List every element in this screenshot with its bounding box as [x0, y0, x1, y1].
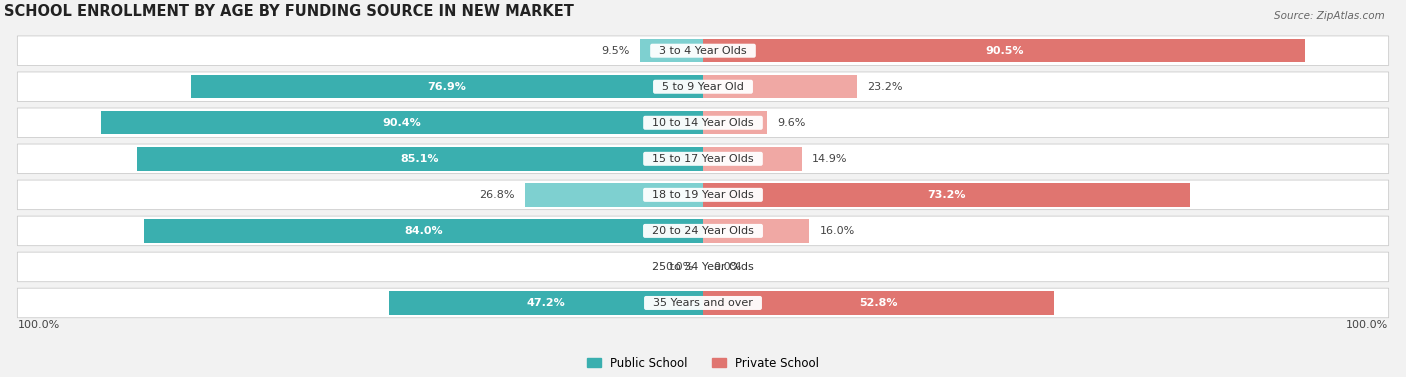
Bar — [703, 219, 810, 243]
Text: 23.2%: 23.2% — [868, 82, 903, 92]
Bar — [703, 75, 858, 98]
Text: 35 Years and over: 35 Years and over — [647, 298, 759, 308]
Text: 90.4%: 90.4% — [382, 118, 422, 128]
Legend: Public School, Private School: Public School, Private School — [582, 352, 824, 374]
FancyBboxPatch shape — [17, 36, 1389, 66]
Text: 0.0%: 0.0% — [713, 262, 741, 272]
FancyBboxPatch shape — [17, 252, 1389, 282]
Bar — [389, 291, 703, 315]
Text: 0.0%: 0.0% — [665, 262, 693, 272]
Text: 20 to 24 Year Olds: 20 to 24 Year Olds — [645, 226, 761, 236]
Text: 76.9%: 76.9% — [427, 82, 467, 92]
Text: 84.0%: 84.0% — [404, 226, 443, 236]
Text: 52.8%: 52.8% — [859, 298, 898, 308]
Text: 14.9%: 14.9% — [813, 154, 848, 164]
Text: 90.5%: 90.5% — [986, 46, 1024, 56]
Text: 47.2%: 47.2% — [527, 298, 565, 308]
Bar — [703, 291, 1054, 315]
Bar — [703, 183, 1191, 207]
Bar — [640, 39, 703, 63]
FancyBboxPatch shape — [17, 288, 1389, 318]
Text: 100.0%: 100.0% — [17, 320, 59, 330]
Bar — [524, 183, 703, 207]
FancyBboxPatch shape — [17, 108, 1389, 138]
Bar — [143, 219, 703, 243]
FancyBboxPatch shape — [17, 144, 1389, 173]
Text: 26.8%: 26.8% — [479, 190, 515, 200]
Text: 85.1%: 85.1% — [401, 154, 439, 164]
Bar — [136, 147, 703, 170]
Bar — [703, 111, 766, 135]
Text: Source: ZipAtlas.com: Source: ZipAtlas.com — [1274, 11, 1385, 21]
FancyBboxPatch shape — [17, 216, 1389, 246]
Text: 18 to 19 Year Olds: 18 to 19 Year Olds — [645, 190, 761, 200]
Text: 15 to 17 Year Olds: 15 to 17 Year Olds — [645, 154, 761, 164]
Bar — [703, 39, 1305, 63]
Text: 5 to 9 Year Old: 5 to 9 Year Old — [655, 82, 751, 92]
Bar — [101, 111, 703, 135]
Text: 9.6%: 9.6% — [778, 118, 806, 128]
Text: 100.0%: 100.0% — [1347, 320, 1389, 330]
Text: 3 to 4 Year Olds: 3 to 4 Year Olds — [652, 46, 754, 56]
Text: SCHOOL ENROLLMENT BY AGE BY FUNDING SOURCE IN NEW MARKET: SCHOOL ENROLLMENT BY AGE BY FUNDING SOUR… — [4, 4, 574, 19]
Text: 25 to 34 Year Olds: 25 to 34 Year Olds — [645, 262, 761, 272]
Bar — [703, 147, 803, 170]
Text: 16.0%: 16.0% — [820, 226, 855, 236]
Bar — [191, 75, 703, 98]
FancyBboxPatch shape — [17, 72, 1389, 101]
Text: 9.5%: 9.5% — [602, 46, 630, 56]
Text: 10 to 14 Year Olds: 10 to 14 Year Olds — [645, 118, 761, 128]
FancyBboxPatch shape — [17, 180, 1389, 210]
Text: 73.2%: 73.2% — [928, 190, 966, 200]
